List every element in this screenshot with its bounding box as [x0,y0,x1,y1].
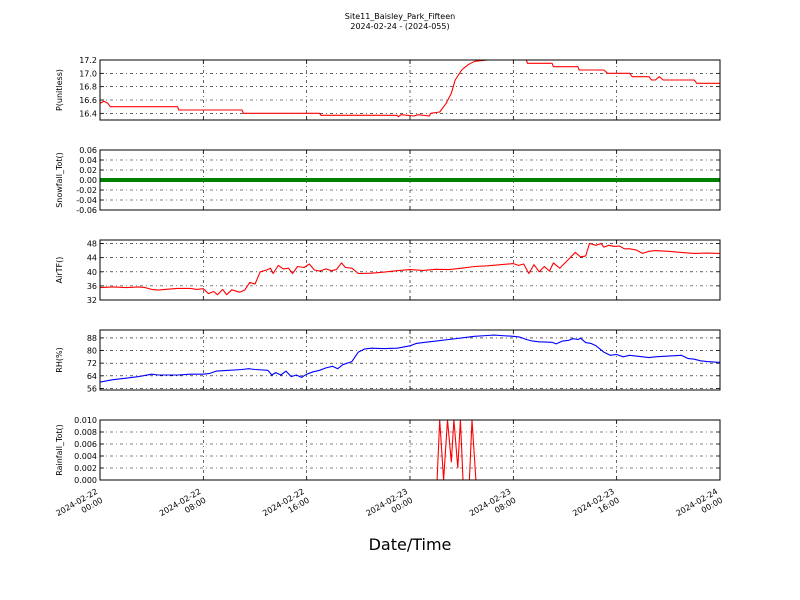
y-tick-label: 0.008 [74,428,97,437]
y-tick-label: 56 [87,384,97,393]
y-tick-label: 16.8 [79,83,97,92]
y-tick-label: 0.002 [74,464,97,473]
y-tick-label: 0.02 [79,166,97,175]
y-axis-label: Rainfall_Tot() [55,424,64,476]
y-tick-label: 16.4 [79,109,97,118]
series-line-4 [100,334,720,383]
y-tick-label: 17.2 [79,56,97,65]
y-tick-label: 72 [87,359,97,368]
panel-frame [99,329,721,391]
series-line-5 [100,420,720,480]
y-tick-label: 32 [87,296,97,305]
y-tick-label: -0.06 [76,206,97,215]
y-tick-label: 48 [87,240,97,249]
y-tick-label: 0.04 [79,156,97,165]
y-tick-label: 80 [87,347,97,356]
y-tick-label: 88 [87,334,97,343]
y-tick-label: 36 [87,282,97,291]
y-tick-label: 0.004 [74,452,97,461]
y-tick-label: 0.010 [74,416,97,425]
y-axis-label: Snowfall_Tot() [55,152,64,208]
y-tick-label: 40 [87,268,97,277]
y-tick-label: 0.000 [74,476,97,485]
y-tick-label: -0.04 [76,196,97,205]
x-axis-label: Date/Time [369,535,452,554]
y-tick-label: 0.06 [79,146,97,155]
y-tick-label: 0.00 [79,176,97,185]
panel-frame [99,149,721,211]
panel-frame [99,59,721,121]
chart-title: Site11_Baisley_Park_Fifteen [345,12,455,21]
panel-frame [99,419,721,481]
series-line-3 [100,242,720,296]
panel-4: 56 64 72 80 88 RH(%) [55,329,721,393]
panel-5: 0.000 0.002 0.004 0.006 0.008 0.010 Rainfall_T… [55,416,721,485]
y-axis-label: RH(%) [55,347,64,372]
y-tick-label: 17.0 [79,69,97,78]
y-tick-label: 64 [87,372,97,381]
y-tick-label: 44 [87,254,97,263]
panel-3: 32 36 40 44 48 AirTF() [55,239,721,305]
panel-1: 16.4 16.6 16.8 17.0 17.2 P(unitless) [55,56,721,121]
y-axis-label: P(unitless) [55,69,64,111]
panels: 16.416.616.817.017.2P(unitless)-0.06-0.0… [55,56,721,485]
y-axis-label: AirTF() [55,257,64,284]
series-line-1 [100,60,720,118]
panel-2: -0.06-0.04-0.020.000.020.040.06 Snowfall_… [55,146,721,215]
panel-frame [99,239,721,301]
chart-subtitle: 2024-02-24 - (2024-055) [350,22,449,31]
y-tick-label: -0.02 [76,186,97,195]
y-tick-label: 16.6 [79,96,97,105]
y-tick-label: 0.006 [74,440,97,449]
